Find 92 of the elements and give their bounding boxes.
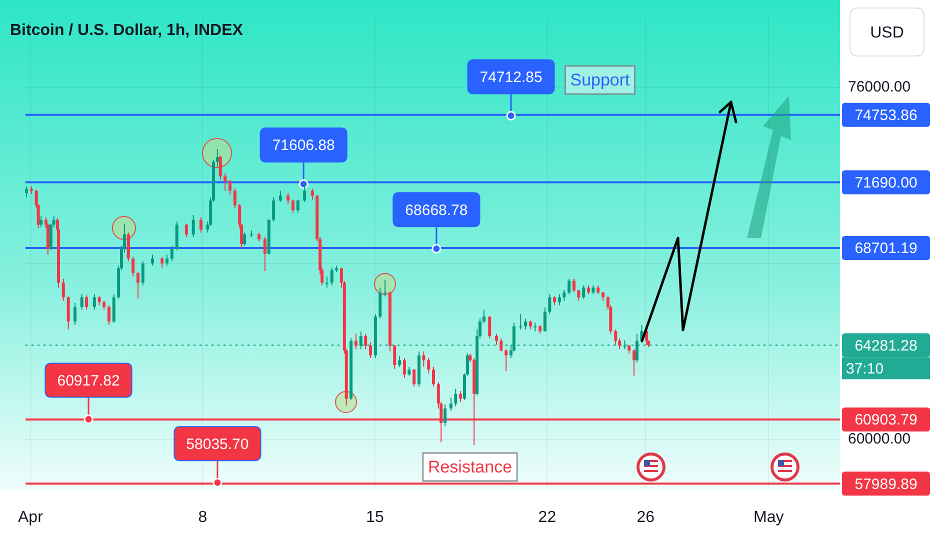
annotation: 60917.82 [57,372,120,390]
candlestick [422,350,426,368]
candlestick [286,192,290,204]
candlestick [354,333,358,350]
candlestick [577,289,580,302]
candlestick [325,276,328,288]
candlestick [398,355,402,368]
candlestick [364,333,368,350]
candlestick [543,306,546,332]
candlestick [141,260,144,286]
candlestick [40,216,43,228]
candlestick [359,331,362,350]
candlestick [632,348,636,376]
y-tick-label: 76000.00 [848,78,911,96]
ref-line-label: 60903.79 [854,412,918,429]
candlestick [482,309,486,324]
annotation: 68668.78 [405,202,468,219]
x-tick-label: Apr [18,509,44,526]
candlestick [62,278,65,302]
ref-line-label: 74753.86 [854,106,918,124]
ref-line-label: 71690.00 [854,174,918,192]
candlestick [228,179,232,196]
candlestick [432,366,435,388]
candlestick [192,214,195,238]
candlestick [402,358,406,378]
candlestick [635,333,638,363]
candlestick [427,358,430,374]
candlestick [384,279,387,297]
candlestick [136,272,140,300]
candlestick [166,254,169,266]
candlestick [107,304,110,326]
candlestick [459,390,462,402]
ref-line-label: 68701.19 [854,240,918,258]
chart-title: Bitcoin / U.S. Dollar, 1h, INDEX [10,22,243,40]
candlestick [524,318,528,330]
candlestick [80,294,84,310]
candlestick [494,333,498,346]
candlestick [218,155,222,180]
candlestick [85,294,88,310]
candlestick [73,302,76,326]
candlestick [150,254,154,266]
x-tick-label: 15 [366,509,384,526]
candlestick [216,148,219,168]
candlestick [330,267,334,286]
y-tick-label: 60000.00 [848,430,911,448]
candlestick [500,338,503,352]
annotation: 74712.85 [480,68,542,86]
annotation: Resistance [428,458,512,477]
candlestick [614,328,618,346]
candlestick [488,316,492,339]
candlestick [296,199,300,214]
candlestick [444,404,447,427]
candlestick [310,188,314,200]
candlestick [393,344,396,370]
candlestick [224,172,227,192]
candlestick [568,278,571,295]
candlestick [369,342,372,358]
ref-line-label: 57989.89 [854,476,918,493]
candlestick [412,368,416,388]
candlestick [548,294,552,314]
candlestick [572,278,576,292]
candlestick [562,289,566,302]
candlestick [449,397,452,412]
candlestick [243,232,246,246]
candlestick [278,190,282,202]
text: 37:10 [846,360,884,378]
text: USD [870,24,904,42]
candlestick [454,388,458,407]
candlestick [25,186,28,198]
annotation: 71606.88 [272,137,335,154]
annotation: Support [570,70,630,90]
candlestick [170,245,174,262]
candlestick [233,188,236,209]
candlestick [292,199,294,214]
candlestick [160,256,164,268]
ref-line-label: 64281.28 [854,337,918,354]
candlestick [519,314,522,330]
x-tick-label: 22 [538,509,556,526]
candlestick [582,284,586,300]
annotation: 58035.70 [186,436,249,453]
candlestick [132,256,135,278]
candlestick [504,348,508,372]
candlestick [263,236,266,272]
x-tick-label: May [754,509,784,526]
candlestick [184,223,188,238]
candlestick [92,294,96,310]
candlestick [272,196,276,222]
x-tick-label: 8 [198,509,208,526]
candlestick [618,338,622,350]
candlestick [558,294,561,306]
x-tick-label: 26 [636,509,655,526]
candlestick [199,216,202,234]
